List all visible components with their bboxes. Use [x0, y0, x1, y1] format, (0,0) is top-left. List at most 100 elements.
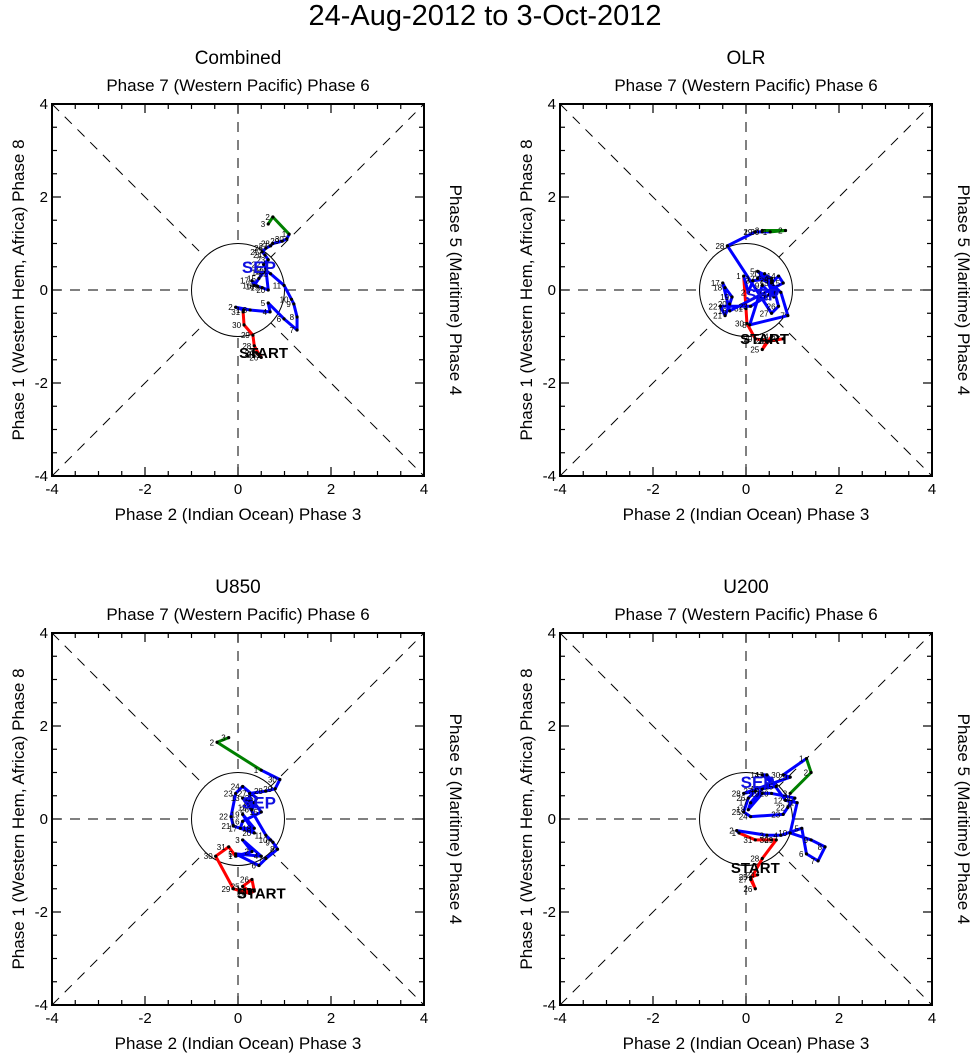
y-tick-label: -2: [35, 904, 48, 921]
day-label: 1: [799, 755, 804, 764]
day-label: 17: [228, 824, 237, 833]
day-marker: [250, 279, 254, 283]
day-label: 16: [750, 785, 759, 794]
day-label: 18: [246, 282, 255, 291]
phase-panel-combined: Combined Phase 7 (Western Pacific) Phase …: [9, 48, 465, 524]
day-marker: [756, 269, 760, 273]
day-label: 29: [743, 228, 752, 237]
y-tick-label: -2: [35, 375, 48, 392]
day-marker: [266, 222, 270, 226]
right-phase-label: Phase 5 (Maritime) Phase 4: [446, 185, 465, 396]
left-phase-label: Phase 1 (Western Hem, Africa) Phase 8: [517, 139, 536, 440]
start-label: START: [731, 860, 780, 877]
day-label: 11: [273, 281, 282, 290]
day-label: 25: [760, 277, 769, 286]
day-label: 21: [783, 794, 792, 803]
day-label: 11: [786, 799, 795, 808]
x-tick-label: 4: [420, 1010, 428, 1027]
x-tick-label: 2: [327, 1010, 335, 1027]
day-marker: [252, 283, 256, 287]
day-marker: [760, 283, 764, 287]
day-label: 21: [254, 265, 263, 274]
day-label: 2: [741, 288, 746, 297]
day-label: 30: [760, 836, 769, 845]
day-label: 17: [739, 799, 748, 808]
day-label: 31: [743, 836, 752, 845]
day-label: 15: [249, 808, 258, 817]
day-marker: [229, 815, 233, 819]
x-tick-label: 0: [234, 1010, 242, 1027]
left-phase-label: Phase 1 (Western Hem, Africa) Phase 8: [517, 668, 536, 969]
day-label: 19: [750, 789, 759, 798]
start-label: START: [740, 331, 789, 348]
day-marker: [241, 838, 245, 842]
day-marker: [271, 215, 275, 219]
day-label: 13: [760, 279, 769, 288]
day-label: 13: [231, 794, 240, 803]
day-label: 29: [743, 335, 752, 344]
day-label: 29: [241, 331, 250, 340]
day-marker: [259, 355, 263, 360]
day-label: 20: [242, 829, 251, 838]
month-label-sep: SEP: [242, 258, 276, 277]
day-label: 30: [750, 228, 759, 237]
start-label: START: [237, 885, 286, 902]
day-marker: [282, 283, 286, 287]
day-marker: [781, 337, 785, 341]
day-marker: [751, 279, 755, 283]
day-label: 8: [818, 843, 823, 852]
day-label: 29: [778, 773, 787, 782]
day-label: 1: [763, 228, 768, 237]
y-tick-label: 4: [40, 96, 48, 113]
day-marker: [749, 801, 753, 805]
day-marker: [774, 784, 778, 789]
day-label: 14: [767, 272, 776, 281]
day-label: 12: [774, 796, 783, 805]
day-label: 25: [247, 351, 256, 360]
y-tick-label: 0: [548, 282, 556, 299]
phase-panel-olr: OLR Phase 7 (Western Pacific) Phase 6 Phas…: [517, 48, 971, 524]
day-marker: [769, 311, 774, 315]
day-marker: [721, 281, 725, 285]
diagonal-guide: [559, 103, 933, 477]
day-label: 2: [265, 213, 270, 222]
y-tick-label: 4: [548, 96, 556, 113]
day-marker: [745, 321, 749, 326]
day-marker: [809, 770, 813, 775]
day-marker: [728, 302, 732, 306]
day-marker: [760, 347, 764, 352]
day-label: 1: [254, 766, 259, 775]
diagonal-guide: [51, 103, 425, 477]
day-label: 21: [221, 822, 230, 831]
day-label: 28: [261, 240, 270, 249]
day-label: 18: [736, 806, 745, 815]
day-marker: [725, 244, 730, 248]
y-tick-label: -4: [35, 997, 48, 1014]
day-marker: [264, 833, 268, 837]
day-marker: [273, 787, 277, 791]
day-marker: [776, 304, 781, 308]
day-label: 4: [254, 852, 259, 861]
day-marker: [231, 824, 235, 828]
day-marker: [816, 859, 820, 863]
day-marker: [765, 833, 769, 837]
day-label: 2: [210, 738, 215, 747]
day-label: 29: [270, 237, 279, 246]
day-marker: [241, 796, 245, 800]
day-marker: [259, 768, 263, 772]
day-label: 4: [263, 308, 268, 317]
x-tick-label: 0: [234, 481, 242, 498]
left-phase-label: Phase 1 (Western Hem, Africa) Phase 8: [9, 668, 28, 969]
y-tick-label: 4: [548, 625, 556, 642]
day-marker: [769, 279, 774, 283]
x-tick-label: 0: [742, 481, 750, 498]
y-tick-label: 0: [40, 282, 48, 299]
day-marker: [760, 787, 764, 791]
day-marker: [742, 791, 746, 796]
day-marker: [774, 838, 778, 842]
day-marker: [756, 873, 760, 877]
day-marker: [767, 293, 771, 297]
day-marker: [800, 826, 804, 830]
start-label: START: [239, 345, 288, 362]
